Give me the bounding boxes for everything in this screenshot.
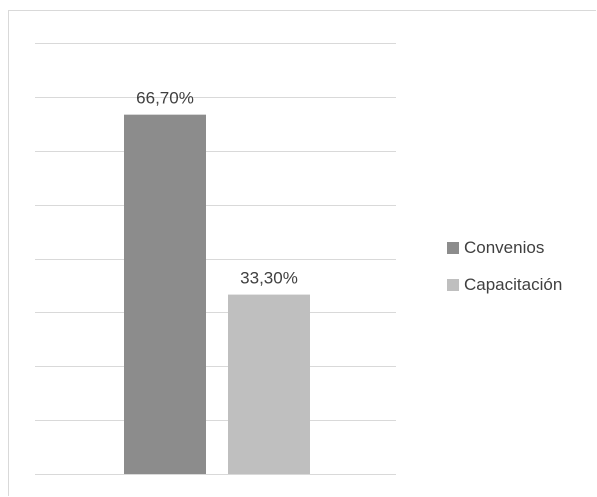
bar-convenios: [124, 114, 206, 474]
legend-item-convenios: Convenios: [447, 238, 562, 258]
bars: [124, 114, 310, 474]
legend: Convenios Capacitación: [447, 238, 562, 312]
gridlines: [35, 43, 396, 475]
bar-capacitacion: [228, 294, 310, 474]
bar-chart: 66,70% 33,30%: [35, 43, 396, 475]
legend-label-convenios: Convenios: [464, 238, 545, 257]
data-label-convenios: 66,70%: [136, 89, 194, 108]
legend-item-capacitacion: Capacitación: [447, 275, 562, 295]
chart-frame: 66,70% 33,30% Convenios Capacitación: [8, 10, 596, 496]
data-labels: 66,70% 33,30%: [136, 89, 298, 288]
data-label-capacitacion: 33,30%: [240, 269, 298, 288]
legend-label-capacitacion: Capacitación: [464, 275, 563, 294]
legend-swatch-convenios: [447, 242, 459, 254]
legend-swatch-capacitacion: [447, 279, 459, 291]
